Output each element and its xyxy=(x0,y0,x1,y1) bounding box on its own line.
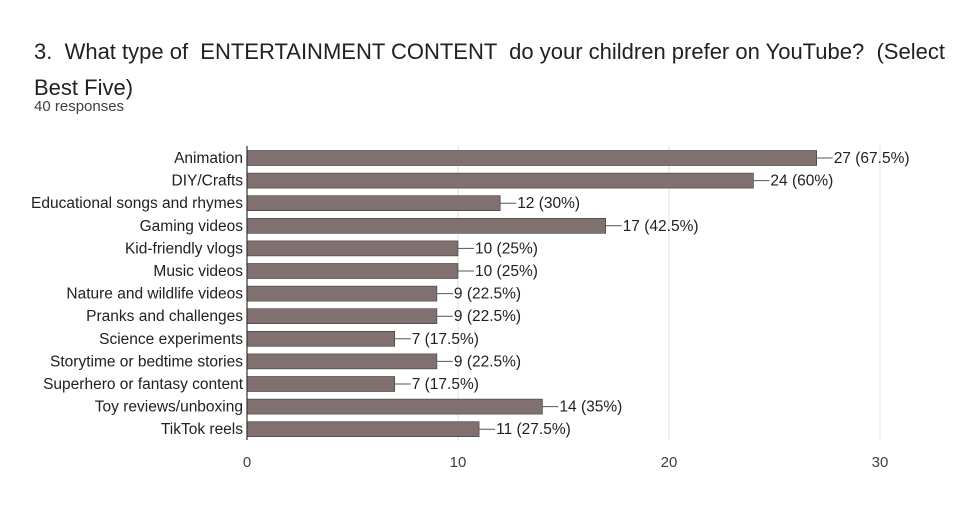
bar xyxy=(246,398,543,415)
category-label: Educational songs and rhymes xyxy=(31,195,243,212)
data-label: 9 (22.5%) xyxy=(454,286,521,303)
category-label: Music videos xyxy=(153,263,243,280)
data-label: 17 (42.5%) xyxy=(623,218,699,235)
bar xyxy=(246,172,754,189)
category-label: TikTok reels xyxy=(161,421,243,438)
x-tick-label: 0 xyxy=(243,454,251,471)
data-label: 7 (17.5%) xyxy=(412,331,479,348)
bar xyxy=(246,285,438,302)
category-label: Science experiments xyxy=(99,331,243,348)
category-label: Nature and wildlife videos xyxy=(66,286,243,303)
category-label: Pranks and challenges xyxy=(86,308,243,325)
data-label: 7 (17.5%) xyxy=(412,376,479,393)
bar xyxy=(246,195,501,211)
data-label: 9 (22.5%) xyxy=(454,353,521,370)
x-tick-label: 30 xyxy=(872,454,889,471)
response-count: 40 responses xyxy=(34,98,125,115)
category-label: Storytime or bedtime stories xyxy=(50,353,243,370)
data-label: 24 (60%) xyxy=(770,173,833,190)
question-title: 3. What type of ENTERTAINMENT CONTENT do… xyxy=(34,39,952,100)
category-label: Gaming videos xyxy=(140,218,244,235)
x-tick-label: 20 xyxy=(661,454,678,471)
bar xyxy=(246,308,438,325)
bar xyxy=(246,353,438,370)
category-label: Animation xyxy=(174,150,243,167)
data-label: 14 (35%) xyxy=(559,399,622,416)
bar xyxy=(246,421,480,438)
data-label: 10 (25%) xyxy=(475,263,538,280)
category-label: Superhero or fantasy content xyxy=(43,376,244,393)
data-label: 11 (27.5%) xyxy=(496,421,571,438)
bar xyxy=(246,330,395,347)
bar xyxy=(246,218,607,234)
data-label: 12 (30%) xyxy=(517,195,580,212)
data-label: 27 (67.5%) xyxy=(834,150,910,167)
bar xyxy=(246,263,459,279)
bar xyxy=(246,240,459,257)
category-label: Kid-friendly vlogs xyxy=(125,240,243,257)
bar xyxy=(246,150,818,166)
category-label: DIY/Crafts xyxy=(172,173,244,190)
data-label: 9 (22.5%) xyxy=(454,308,521,325)
data-label: 10 (25%) xyxy=(475,240,538,257)
bar xyxy=(246,376,395,392)
category-label: Toy reviews/unboxing xyxy=(95,399,243,416)
x-tick-label: 10 xyxy=(450,454,467,471)
